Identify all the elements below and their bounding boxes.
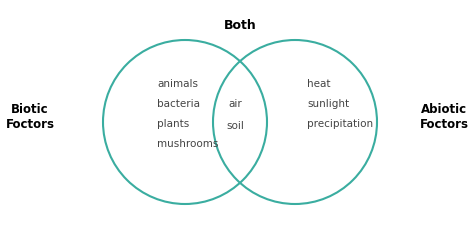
Text: precipitation: precipitation xyxy=(307,119,373,129)
Text: animals: animals xyxy=(157,79,198,89)
Text: heat: heat xyxy=(307,79,330,89)
Text: soil: soil xyxy=(226,121,244,131)
Text: bacteria: bacteria xyxy=(157,99,200,109)
Text: plants: plants xyxy=(157,119,189,129)
Text: Biotic
Foctors: Biotic Foctors xyxy=(6,103,55,131)
Text: Abiotic
Foctors: Abiotic Foctors xyxy=(419,103,468,131)
Text: mushrooms: mushrooms xyxy=(157,139,219,149)
Text: sunlight: sunlight xyxy=(307,99,349,109)
Text: Both: Both xyxy=(224,19,256,32)
Text: air: air xyxy=(228,99,242,109)
